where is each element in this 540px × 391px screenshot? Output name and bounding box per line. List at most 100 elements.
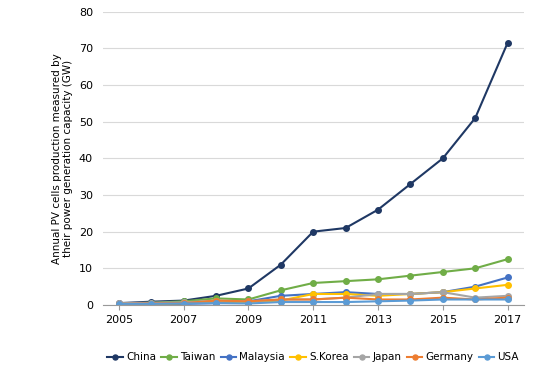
Malaysia <box>116 302 122 307</box>
S.Korea <box>245 300 252 304</box>
Germany <box>278 297 284 302</box>
Taiwan <box>245 297 252 302</box>
Germany <box>116 301 122 306</box>
Germany <box>472 297 478 302</box>
China <box>213 294 219 298</box>
Malaysia <box>504 275 511 280</box>
Germany <box>342 295 349 300</box>
Malaysia <box>472 284 478 289</box>
Taiwan <box>375 277 381 282</box>
Line: S.Korea: S.Korea <box>116 282 510 307</box>
Japan <box>375 292 381 296</box>
S.Korea <box>148 301 154 306</box>
Japan <box>504 294 511 298</box>
Y-axis label: Annual PV cells production measured by
their power generation capacity (GW): Annual PV cells production measured by t… <box>52 53 73 264</box>
Taiwan <box>472 266 478 271</box>
Taiwan <box>213 296 219 301</box>
Line: China: China <box>116 40 510 306</box>
China <box>504 41 511 45</box>
China <box>440 156 446 161</box>
Malaysia <box>245 299 252 304</box>
Japan <box>245 299 252 304</box>
Germany <box>180 301 187 305</box>
China <box>375 207 381 212</box>
S.Korea <box>180 301 187 305</box>
S.Korea <box>472 286 478 291</box>
S.Korea <box>278 298 284 303</box>
Taiwan <box>180 299 187 304</box>
Japan <box>213 298 219 303</box>
Germany <box>148 301 154 306</box>
China <box>278 262 284 267</box>
Malaysia <box>342 290 349 294</box>
China <box>342 226 349 230</box>
Taiwan <box>440 270 446 274</box>
S.Korea <box>213 299 219 304</box>
Line: Japan: Japan <box>116 289 510 306</box>
USA <box>407 298 414 303</box>
USA <box>116 301 122 306</box>
Japan <box>472 295 478 300</box>
Japan <box>310 297 316 302</box>
USA <box>213 301 219 305</box>
USA <box>375 299 381 304</box>
China <box>407 182 414 187</box>
China <box>472 116 478 120</box>
Japan <box>440 290 446 294</box>
Malaysia <box>375 292 381 296</box>
Taiwan <box>278 288 284 292</box>
Taiwan <box>407 273 414 278</box>
Malaysia <box>148 302 154 307</box>
S.Korea <box>116 302 122 307</box>
USA <box>472 297 478 302</box>
S.Korea <box>504 282 511 287</box>
Germany <box>440 295 446 300</box>
USA <box>440 297 446 302</box>
China <box>310 229 316 234</box>
Line: USA: USA <box>116 297 510 307</box>
S.Korea <box>375 294 381 298</box>
Japan <box>180 300 187 305</box>
USA <box>245 301 252 306</box>
USA <box>180 301 187 306</box>
Malaysia <box>213 301 219 305</box>
USA <box>504 297 511 302</box>
China <box>245 286 252 291</box>
Germany <box>245 299 252 304</box>
Germany <box>375 297 381 302</box>
Taiwan <box>310 281 316 285</box>
S.Korea <box>407 292 414 296</box>
Japan <box>148 300 154 305</box>
Malaysia <box>407 292 414 296</box>
Line: Germany: Germany <box>116 295 510 307</box>
USA <box>342 300 349 304</box>
Japan <box>278 297 284 302</box>
China <box>148 300 154 304</box>
S.Korea <box>440 290 446 294</box>
Line: Taiwan: Taiwan <box>116 256 510 306</box>
Taiwan <box>148 300 154 305</box>
S.Korea <box>342 292 349 296</box>
Japan <box>342 295 349 300</box>
USA <box>148 301 154 306</box>
USA <box>310 300 316 304</box>
Malaysia <box>310 292 316 296</box>
Japan <box>407 292 414 296</box>
Taiwan <box>116 301 122 306</box>
Legend: China, Taiwan, Malaysia, S.Korea, Japan, Germany, USA: China, Taiwan, Malaysia, S.Korea, Japan,… <box>103 348 523 367</box>
Germany <box>504 295 511 300</box>
Germany <box>213 298 219 303</box>
Taiwan <box>504 257 511 262</box>
Malaysia <box>440 290 446 294</box>
Malaysia <box>278 294 284 298</box>
Germany <box>407 297 414 302</box>
Line: Malaysia: Malaysia <box>116 275 510 307</box>
China <box>180 298 187 303</box>
Taiwan <box>342 279 349 283</box>
S.Korea <box>310 292 316 296</box>
China <box>116 301 122 305</box>
Germany <box>310 297 316 302</box>
USA <box>278 300 284 304</box>
Malaysia <box>180 301 187 306</box>
Japan <box>116 301 122 305</box>
